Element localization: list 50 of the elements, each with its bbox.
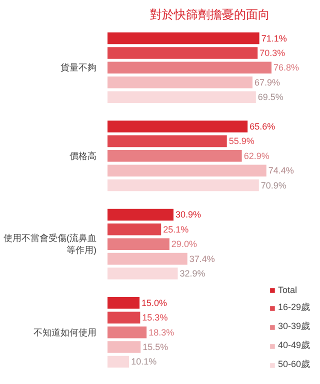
data-label: 74.4%	[268, 166, 294, 176]
bar	[108, 312, 140, 324]
bar	[108, 62, 272, 74]
bar	[108, 135, 227, 148]
bar	[108, 91, 256, 103]
data-label: 18.3%	[148, 327, 174, 338]
data-label: 32.9%	[180, 268, 206, 279]
data-label: 15.5%	[142, 342, 168, 352]
data-label: 70.3%	[260, 48, 286, 58]
data-label: 69.5%	[258, 92, 284, 102]
legend-label: 30-39歲	[278, 320, 310, 333]
data-label: 62.9%	[244, 150, 270, 161]
data-label: 10.1%	[131, 356, 157, 367]
y-tick-label: 使用不當會受傷(流鼻血等作用)	[4, 233, 97, 256]
bar	[108, 297, 140, 309]
bar	[108, 47, 258, 59]
bar	[108, 356, 130, 368]
y-tick-label: 貨量不夠	[60, 62, 96, 73]
legend-label: 16-29歲	[278, 301, 310, 314]
bar	[108, 120, 248, 132]
data-label: 55.9%	[228, 136, 254, 146]
data-label: 76.8%	[274, 62, 300, 73]
bar	[108, 238, 170, 250]
bar	[108, 32, 260, 44]
data-label: 25.1%	[163, 224, 189, 234]
data-label: 15.0%	[142, 298, 168, 308]
bar	[108, 224, 162, 236]
bar	[108, 179, 259, 192]
bar	[108, 76, 252, 88]
bar	[108, 164, 266, 176]
legend-label: Total	[278, 285, 298, 295]
bar	[108, 341, 141, 353]
bar	[108, 208, 174, 221]
data-label: 67.9%	[254, 77, 280, 88]
y-tick-label: 價格高	[70, 150, 96, 161]
bar	[108, 326, 147, 338]
y-tick-label: 不知道如何使用	[34, 327, 96, 338]
bar	[108, 268, 178, 280]
data-label: 29.0%	[171, 239, 197, 250]
data-label: 70.9%	[260, 180, 286, 190]
data-label: 65.6%	[250, 121, 276, 132]
legend-label: 50-60歲	[278, 358, 310, 371]
data-label: 30.9%	[175, 210, 202, 220]
bar	[108, 252, 188, 265]
data-label: 37.4%	[189, 254, 215, 264]
bar	[108, 150, 242, 162]
chart-title: 對於快篩劑擔憂的面向	[150, 8, 270, 22]
data-label: 71.1%	[261, 33, 287, 44]
data-label: 15.3%	[142, 312, 168, 323]
legend-label: 40-49歲	[278, 339, 310, 352]
